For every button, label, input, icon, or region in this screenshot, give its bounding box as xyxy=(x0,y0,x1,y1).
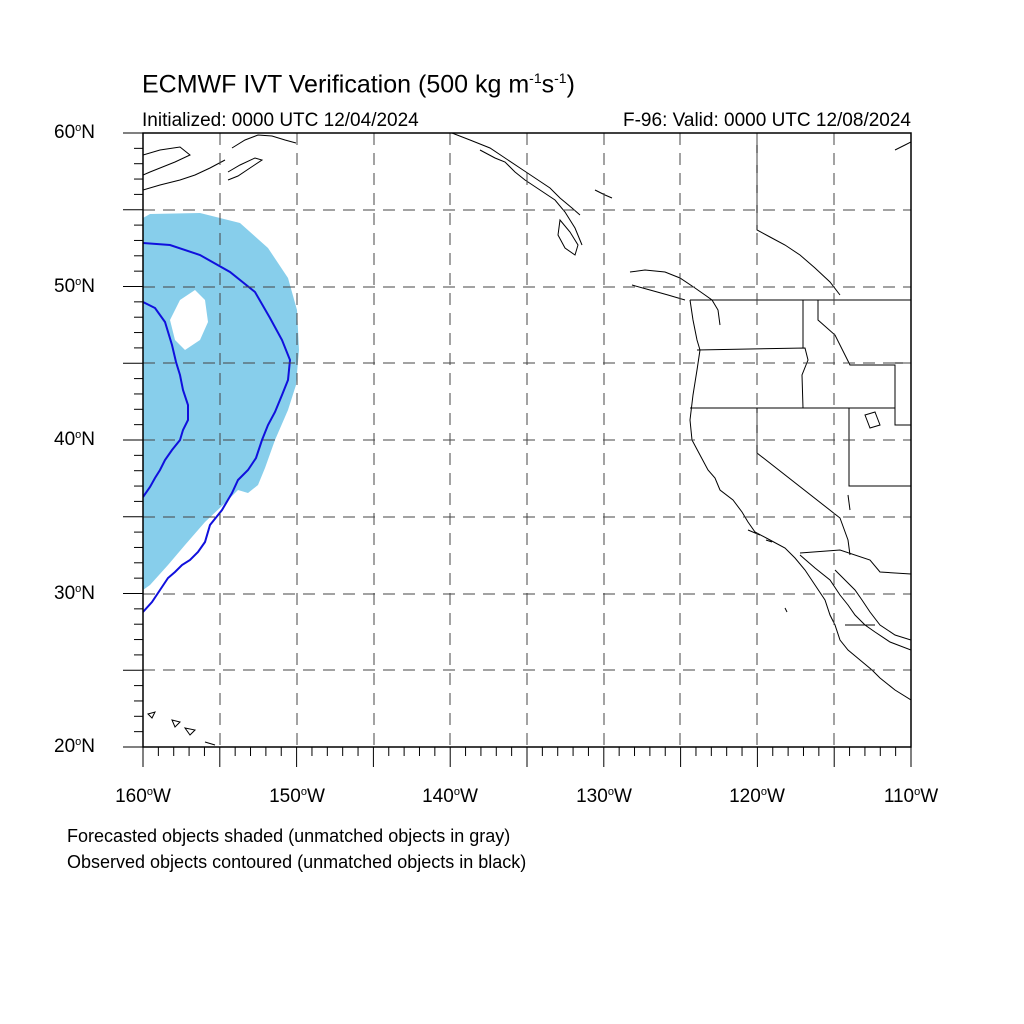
observed-contour-1 xyxy=(143,242,292,613)
lat-label-60n: 60oN xyxy=(54,122,95,143)
lat-label-30n: 30oN xyxy=(54,583,95,604)
forecast-ivt-object xyxy=(143,213,299,590)
lon-label-130w: 130oW xyxy=(576,786,632,807)
valid-time-label: F-96: Valid: 0000 UTC 12/08/2024 xyxy=(623,110,911,131)
lon-label-120w: 120oW xyxy=(729,786,785,807)
axis-ticks xyxy=(123,132,912,767)
observed-contour-2 xyxy=(143,301,189,498)
lon-label-150w: 150oW xyxy=(269,786,325,807)
lat-label-40n: 40oN xyxy=(54,429,95,450)
map-title: ECMWF IVT Verification (500 kg m-1s-1) xyxy=(142,70,575,99)
initialized-label: Initialized: 0000 UTC 12/04/2024 xyxy=(142,110,419,131)
coastlines xyxy=(143,133,911,746)
lon-label-140w: 140oW xyxy=(422,786,478,807)
lat-label-50n: 50oN xyxy=(54,276,95,297)
map-content xyxy=(143,133,911,747)
lat-label-20n: 20oN xyxy=(54,736,95,757)
lon-label-160w: 160oW xyxy=(115,786,171,807)
graticule xyxy=(143,133,911,747)
note-observed-contours: Observed objects contoured (unmatched ob… xyxy=(67,852,527,872)
lon-label-110w: 110oW xyxy=(883,786,939,807)
note-forecast-shading: Forecasted objects shaded (unmatched obj… xyxy=(67,826,511,846)
